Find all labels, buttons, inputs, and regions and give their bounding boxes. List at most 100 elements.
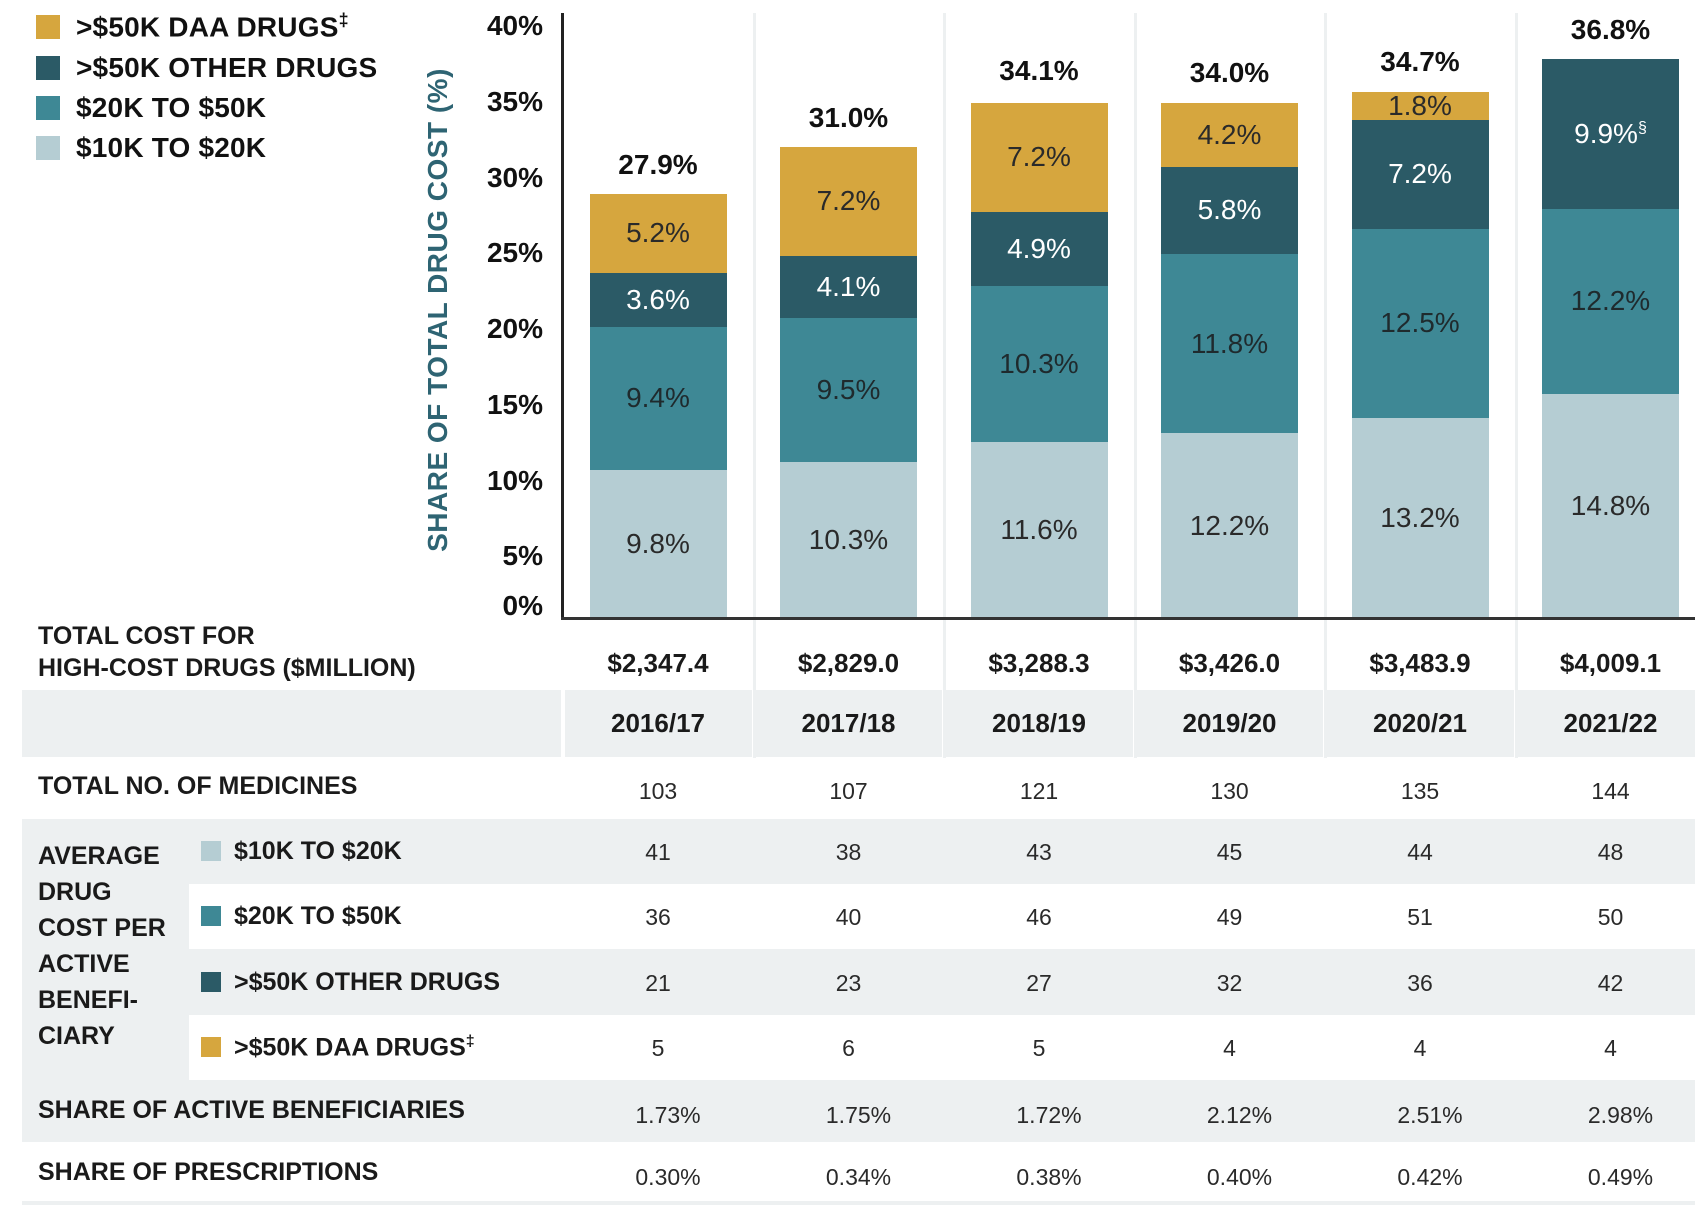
y-axis-line bbox=[561, 13, 564, 620]
bar-segment-other: 3.6% bbox=[589, 272, 727, 328]
bar-segment-label: 10.3% bbox=[808, 523, 889, 555]
year-header-cell bbox=[565, 690, 752, 757]
footnote-mark: § bbox=[1637, 119, 1647, 137]
average-value: 6 bbox=[842, 1035, 855, 1061]
share-prescriptions-value: 0.40% bbox=[1206, 1164, 1273, 1190]
average-value: 23 bbox=[835, 970, 862, 996]
share-prescriptions-value: 0.30% bbox=[635, 1164, 701, 1190]
legend-item-mid: $20K TO $50K bbox=[36, 92, 267, 123]
year-header-cell bbox=[755, 690, 942, 757]
average-label-line: COST PER bbox=[38, 914, 166, 942]
medicines-value: 135 bbox=[1400, 778, 1440, 804]
bar-segment-low: 11.6% bbox=[970, 442, 1108, 618]
share-beneficiaries-value: 1.73% bbox=[635, 1102, 701, 1128]
bar-segment-daa: 7.2% bbox=[970, 102, 1108, 212]
average-row-label: >$50K DAA DRUGS‡ bbox=[234, 1033, 475, 1062]
medicines-value: 103 bbox=[638, 778, 678, 804]
share-beneficiaries-value: 1.72% bbox=[1016, 1102, 1082, 1128]
average-value: 51 bbox=[1407, 904, 1433, 930]
bar-segment-label: 13.2% bbox=[1380, 502, 1460, 533]
average-value: 44 bbox=[1407, 839, 1433, 865]
year-header-cell bbox=[1327, 690, 1514, 757]
average-value: 27 bbox=[1026, 970, 1052, 996]
year-header-cell bbox=[1517, 690, 1695, 757]
bar-segment-label: 12.5% bbox=[1380, 307, 1460, 339]
bar-segment-label: 14.8% bbox=[1570, 489, 1651, 521]
bar-total-label: 34.0% bbox=[1189, 56, 1270, 88]
bar-segment-mid: 12.2% bbox=[1542, 208, 1679, 394]
bar-segment-label: 9.8% bbox=[626, 527, 690, 559]
year-header: 2018/19 bbox=[992, 708, 1086, 738]
year-header-cell bbox=[946, 690, 1133, 757]
legend-item-daa: >$50K DAA DRUGS‡ bbox=[36, 10, 349, 43]
bar-segment-label: 3.6% bbox=[626, 283, 690, 315]
bar-segment-label: 7.2% bbox=[1007, 141, 1071, 173]
column-divider bbox=[943, 13, 946, 758]
average-value: 45 bbox=[1216, 839, 1243, 865]
y-tick-label: 20% bbox=[486, 313, 543, 344]
bar-segment-daa: 5.2% bbox=[589, 193, 727, 273]
total-cost-label-line1: TOTAL COST FOR bbox=[38, 622, 255, 650]
medicines-value: 121 bbox=[1019, 778, 1059, 804]
share-prescriptions-value: 0.42% bbox=[1397, 1164, 1463, 1190]
total-cost-label-line2: HIGH-COST DRUGS ($MILLION) bbox=[38, 654, 416, 682]
bar-segment-label: 4.9% bbox=[1007, 233, 1071, 265]
bar-segment-label: 7.2% bbox=[816, 185, 881, 217]
year-header: 2021/22 bbox=[1563, 708, 1658, 738]
average-value: 32 bbox=[1216, 970, 1243, 996]
year-header: 2017/18 bbox=[801, 708, 896, 738]
share-beneficiaries-label: SHARE OF ACTIVE BENEFICIARIES bbox=[38, 1096, 465, 1124]
bar-segment-daa: 1.8% bbox=[1351, 90, 1489, 121]
bar-segment-low: 10.3% bbox=[780, 461, 917, 618]
average-value: 4 bbox=[1223, 1035, 1236, 1061]
low-swatch-icon bbox=[201, 841, 221, 861]
average-value: 5 bbox=[651, 1035, 665, 1061]
medicines-value: 107 bbox=[829, 778, 868, 804]
year-header-cell bbox=[1136, 690, 1323, 757]
bar-segment-other: 5.8% bbox=[1161, 166, 1298, 255]
y-tick-label: 30% bbox=[486, 161, 543, 193]
total-cost-value: $3,426.0 bbox=[1178, 648, 1281, 678]
average-row-white-bg bbox=[189, 884, 1695, 949]
total-cost-value: $2,347.4 bbox=[607, 648, 709, 678]
average-value: 5 bbox=[1032, 1035, 1046, 1061]
bar-total-label: 34.7% bbox=[1380, 46, 1460, 78]
y-tick-label: 35% bbox=[486, 85, 543, 117]
average-value: 49 bbox=[1216, 904, 1243, 930]
average-label-line: ACTIVE bbox=[38, 950, 130, 978]
y-tick-label: 10% bbox=[486, 464, 543, 496]
share-beneficiaries-bg bbox=[22, 1080, 1695, 1142]
bar-segment-label: 4.2% bbox=[1197, 118, 1262, 150]
mid-swatch-icon bbox=[36, 96, 60, 120]
medicines-label: TOTAL NO. OF MEDICINES bbox=[38, 772, 358, 800]
total-cost-value: $3,288.3 bbox=[988, 648, 1090, 678]
footnote-mark: ‡ bbox=[465, 1033, 475, 1050]
legend-sup: ‡ bbox=[338, 10, 349, 31]
year-header: 2019/20 bbox=[1182, 708, 1277, 738]
medicines-value: 144 bbox=[1591, 778, 1630, 804]
legend-item-low: $10K TO $20K bbox=[36, 132, 266, 163]
y-tick-label: 40% bbox=[486, 10, 543, 41]
other-swatch-icon bbox=[36, 56, 60, 80]
share-prescriptions-value: 0.38% bbox=[1016, 1164, 1082, 1190]
bar-segment-low: 9.8% bbox=[589, 469, 727, 618]
daa-swatch-icon bbox=[201, 1037, 221, 1057]
bar-total-label: 27.9% bbox=[618, 149, 698, 181]
legend-label: $20K TO $50K bbox=[76, 92, 267, 123]
share-prescriptions-value: 0.49% bbox=[1587, 1164, 1654, 1190]
column-divider bbox=[1324, 13, 1327, 758]
bar-segment-label: 12.2% bbox=[1189, 509, 1270, 541]
average-label-line: CIARY bbox=[38, 1022, 115, 1050]
column-divider bbox=[752, 13, 756, 758]
medicines-value: 130 bbox=[1210, 778, 1249, 804]
share-prescriptions-label: SHARE OF PRESCRIPTIONS bbox=[38, 1158, 379, 1186]
average-value: 50 bbox=[1597, 904, 1624, 930]
bar-total-label: 31.0% bbox=[808, 102, 889, 134]
bar-segment-mid: 9.5% bbox=[780, 318, 917, 462]
total-cost-value: $3,483.9 bbox=[1369, 648, 1471, 678]
bar-segment-label: 9.5% bbox=[816, 373, 881, 405]
bar-segment-mid: 12.5% bbox=[1351, 228, 1489, 419]
low-swatch-icon bbox=[36, 136, 60, 160]
bar-segment-mid: 11.8% bbox=[1161, 254, 1298, 434]
bar-segment-other: 4.1% bbox=[780, 255, 917, 319]
